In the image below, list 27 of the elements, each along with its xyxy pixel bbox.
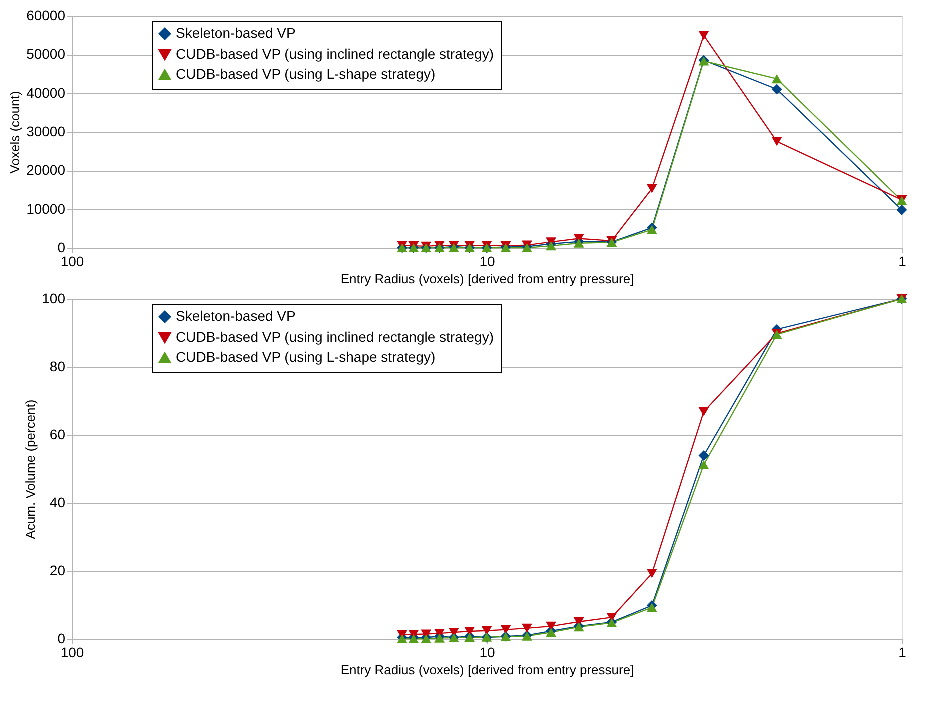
y-tick-label: 30000	[26, 124, 66, 140]
x-tick-label: 1	[898, 644, 907, 660]
y-tick-label: 10000	[26, 200, 66, 217]
x-axis-title: Entry Radius (voxels) [derived from entry pressure]	[340, 272, 634, 286]
legend-label: CUDB-based VP (using L-shape strategy)	[176, 66, 436, 82]
y-axis-title: Acum. Volume (percent)	[23, 400, 38, 540]
legend-label: Skeleton-based VP	[176, 308, 296, 324]
legend-label: Skeleton-based VP	[176, 25, 296, 41]
y-tick-label: 50000	[26, 46, 66, 62]
y-tick-label: 40000	[26, 84, 66, 101]
legend-label: CUDB-based VP (using inclined rectangle strategy)	[176, 329, 494, 345]
x-tick-label: 1	[898, 254, 907, 270]
y-tick-label: 0	[58, 240, 66, 256]
y-tick-label: 60	[50, 426, 66, 442]
x-axis-title: Entry Radius (voxels) [derived from entry pressure]	[340, 662, 634, 678]
y-tick-label: 80	[50, 358, 66, 374]
y-tick-label: 20	[50, 562, 66, 578]
x-tick-label: 10	[480, 644, 496, 660]
y-tick-label: 60000	[26, 8, 66, 24]
y-axis-title: Voxels (count)	[8, 91, 23, 174]
x-tick-label: 10	[480, 254, 496, 270]
y-tick-label: 20000	[26, 162, 66, 178]
y-tick-label: 40	[50, 494, 66, 510]
y-tick-label: 0	[58, 630, 66, 646]
legend-label: CUDB-based VP (using inclined rectangle strategy)	[176, 46, 494, 62]
y-tick-label: 100	[42, 290, 66, 306]
legend-label: CUDB-based VP (using L-shape strategy)	[176, 349, 436, 365]
